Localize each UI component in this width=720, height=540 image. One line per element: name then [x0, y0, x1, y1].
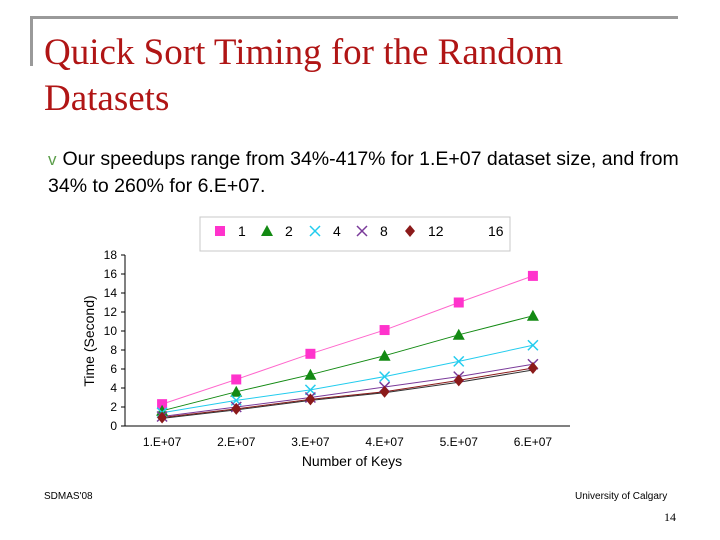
series-line-8	[162, 363, 533, 417]
data-point-2	[230, 385, 243, 397]
data-point-2	[452, 328, 465, 340]
data-point-1	[231, 374, 242, 385]
series-line-12	[162, 367, 533, 418]
data-point-4	[527, 339, 539, 351]
data-point-4	[453, 355, 465, 367]
legend-label-8: 8	[380, 223, 388, 239]
data-point-1	[305, 348, 316, 359]
y-tick-label: 4	[110, 381, 117, 395]
data-point-12	[527, 362, 538, 375]
series-line-1	[161, 275, 534, 405]
y-tick-label: 18	[104, 248, 118, 262]
legend-label-16: 16	[488, 223, 504, 239]
data-point-12	[453, 374, 464, 387]
y-tick-label: 0	[110, 419, 117, 433]
legend-marker-1	[215, 226, 225, 236]
bullet-marker-icon: v	[48, 150, 57, 169]
y-tick-label: 6	[110, 362, 117, 376]
chart-series-lines	[161, 275, 534, 419]
data-point-1	[379, 325, 390, 336]
slide-frame-top	[30, 16, 678, 19]
y-tick-label: 16	[104, 267, 118, 281]
data-point-12	[305, 393, 316, 406]
y-tick-label: 10	[104, 324, 118, 338]
x-tick-label: 5.E+07	[440, 435, 479, 449]
data-point-2	[304, 368, 317, 380]
legend-label-12: 12	[428, 223, 444, 239]
bullet-text: Our speedups range from 34%-417% for 1.E…	[48, 148, 679, 197]
footer-conference: SDMAS'08	[44, 491, 93, 502]
legend-label-2: 2	[285, 223, 293, 239]
slide-frame-left	[30, 16, 33, 66]
data-point-12	[231, 402, 242, 415]
legend-label-1: 1	[238, 223, 246, 239]
data-point-4	[379, 371, 391, 383]
series-line-4	[162, 344, 534, 414]
data-point-2	[378, 349, 391, 361]
bullet-point: v Our speedups range from 34%-417% for 1.…	[48, 146, 698, 200]
data-point-1	[527, 270, 538, 281]
data-point-12	[157, 411, 168, 424]
legend-marker-4	[309, 225, 321, 237]
x-tick-label: 2.E+07	[217, 435, 256, 449]
x-tick-label: 6.E+07	[514, 435, 553, 449]
chart-series-markers	[156, 270, 539, 424]
x-axis-label: Number of Keys	[302, 453, 402, 469]
x-tick-label: 4.E+07	[365, 435, 404, 449]
footer-institution: University of Calgary	[575, 491, 668, 502]
legend-label-4: 4	[333, 223, 341, 239]
data-point-2	[526, 309, 539, 321]
slide-title: Quick Sort Timing for the Random Dataset…	[44, 32, 564, 119]
legend-marker-12	[405, 225, 415, 237]
chart-legend: 1 2 4 8 12 16	[215, 223, 504, 239]
data-point-1	[453, 297, 464, 308]
page-number: 14	[664, 510, 676, 524]
legend-marker-8	[356, 225, 368, 237]
chart-axes: 0 2 4 6 8 10 12 14 16 18 1.E+07 2.E+07 3.E+07 4.E+07 5…	[104, 248, 570, 449]
y-axis-label: Time (Second)	[81, 295, 97, 386]
x-tick-label: 3.E+07	[291, 435, 330, 449]
data-point-1	[157, 399, 168, 410]
legend-marker-2	[261, 225, 273, 236]
series-line-2	[161, 315, 534, 412]
y-tick-label: 12	[104, 305, 118, 319]
chart-legend-box	[199, 216, 511, 252]
y-tick-label: 8	[110, 343, 117, 357]
x-tick-label: 1.E+07	[143, 435, 182, 449]
series-line-16	[162, 369, 533, 419]
y-tick-label: 2	[110, 400, 117, 414]
y-tick-label: 14	[104, 286, 118, 300]
data-point-12	[379, 385, 390, 398]
